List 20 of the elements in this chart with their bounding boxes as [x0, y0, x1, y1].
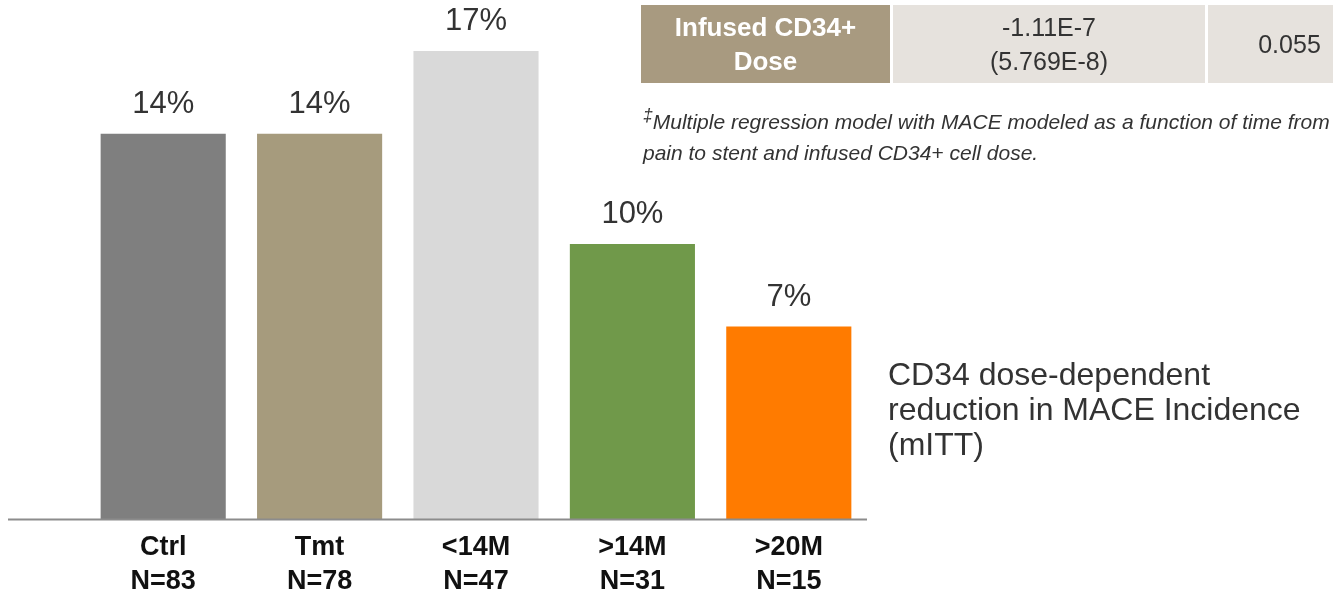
x-tick-label: Tmt N=78: [286, 530, 353, 595]
bar: [257, 133, 383, 520]
x-tick-label: >20M N=15: [754, 530, 823, 595]
text: -1.11E-7 (5.769E-8): [893, 5, 1205, 83]
x-tick-label: >14M N=31: [598, 530, 667, 595]
bar: [100, 133, 226, 520]
text: 0.055: [1208, 5, 1333, 83]
x-tick-label: Ctrl N=83: [130, 530, 196, 595]
data-label: 10%: [601, 194, 664, 230]
data-label: 14%: [288, 84, 351, 120]
annotation: Infused CD34+ Dose: [641, 5, 890, 83]
data-label: 7%: [766, 277, 812, 313]
data-label: 17%: [444, 2, 508, 38]
bar: [726, 326, 852, 520]
annotation: $^{‡}$Multiple regression model with MACE modeled as a function of time from pain to stent and infused CD34+ cell dose.: [643, 104, 1331, 166]
x-tick-label: <14M N=47: [441, 530, 511, 595]
bar: [569, 243, 695, 520]
data-label: 14%: [132, 84, 195, 120]
text: CD34 dose-dependent reduction in MACE Incidence (mITT): [888, 356, 1302, 462]
bar: [413, 51, 539, 520]
